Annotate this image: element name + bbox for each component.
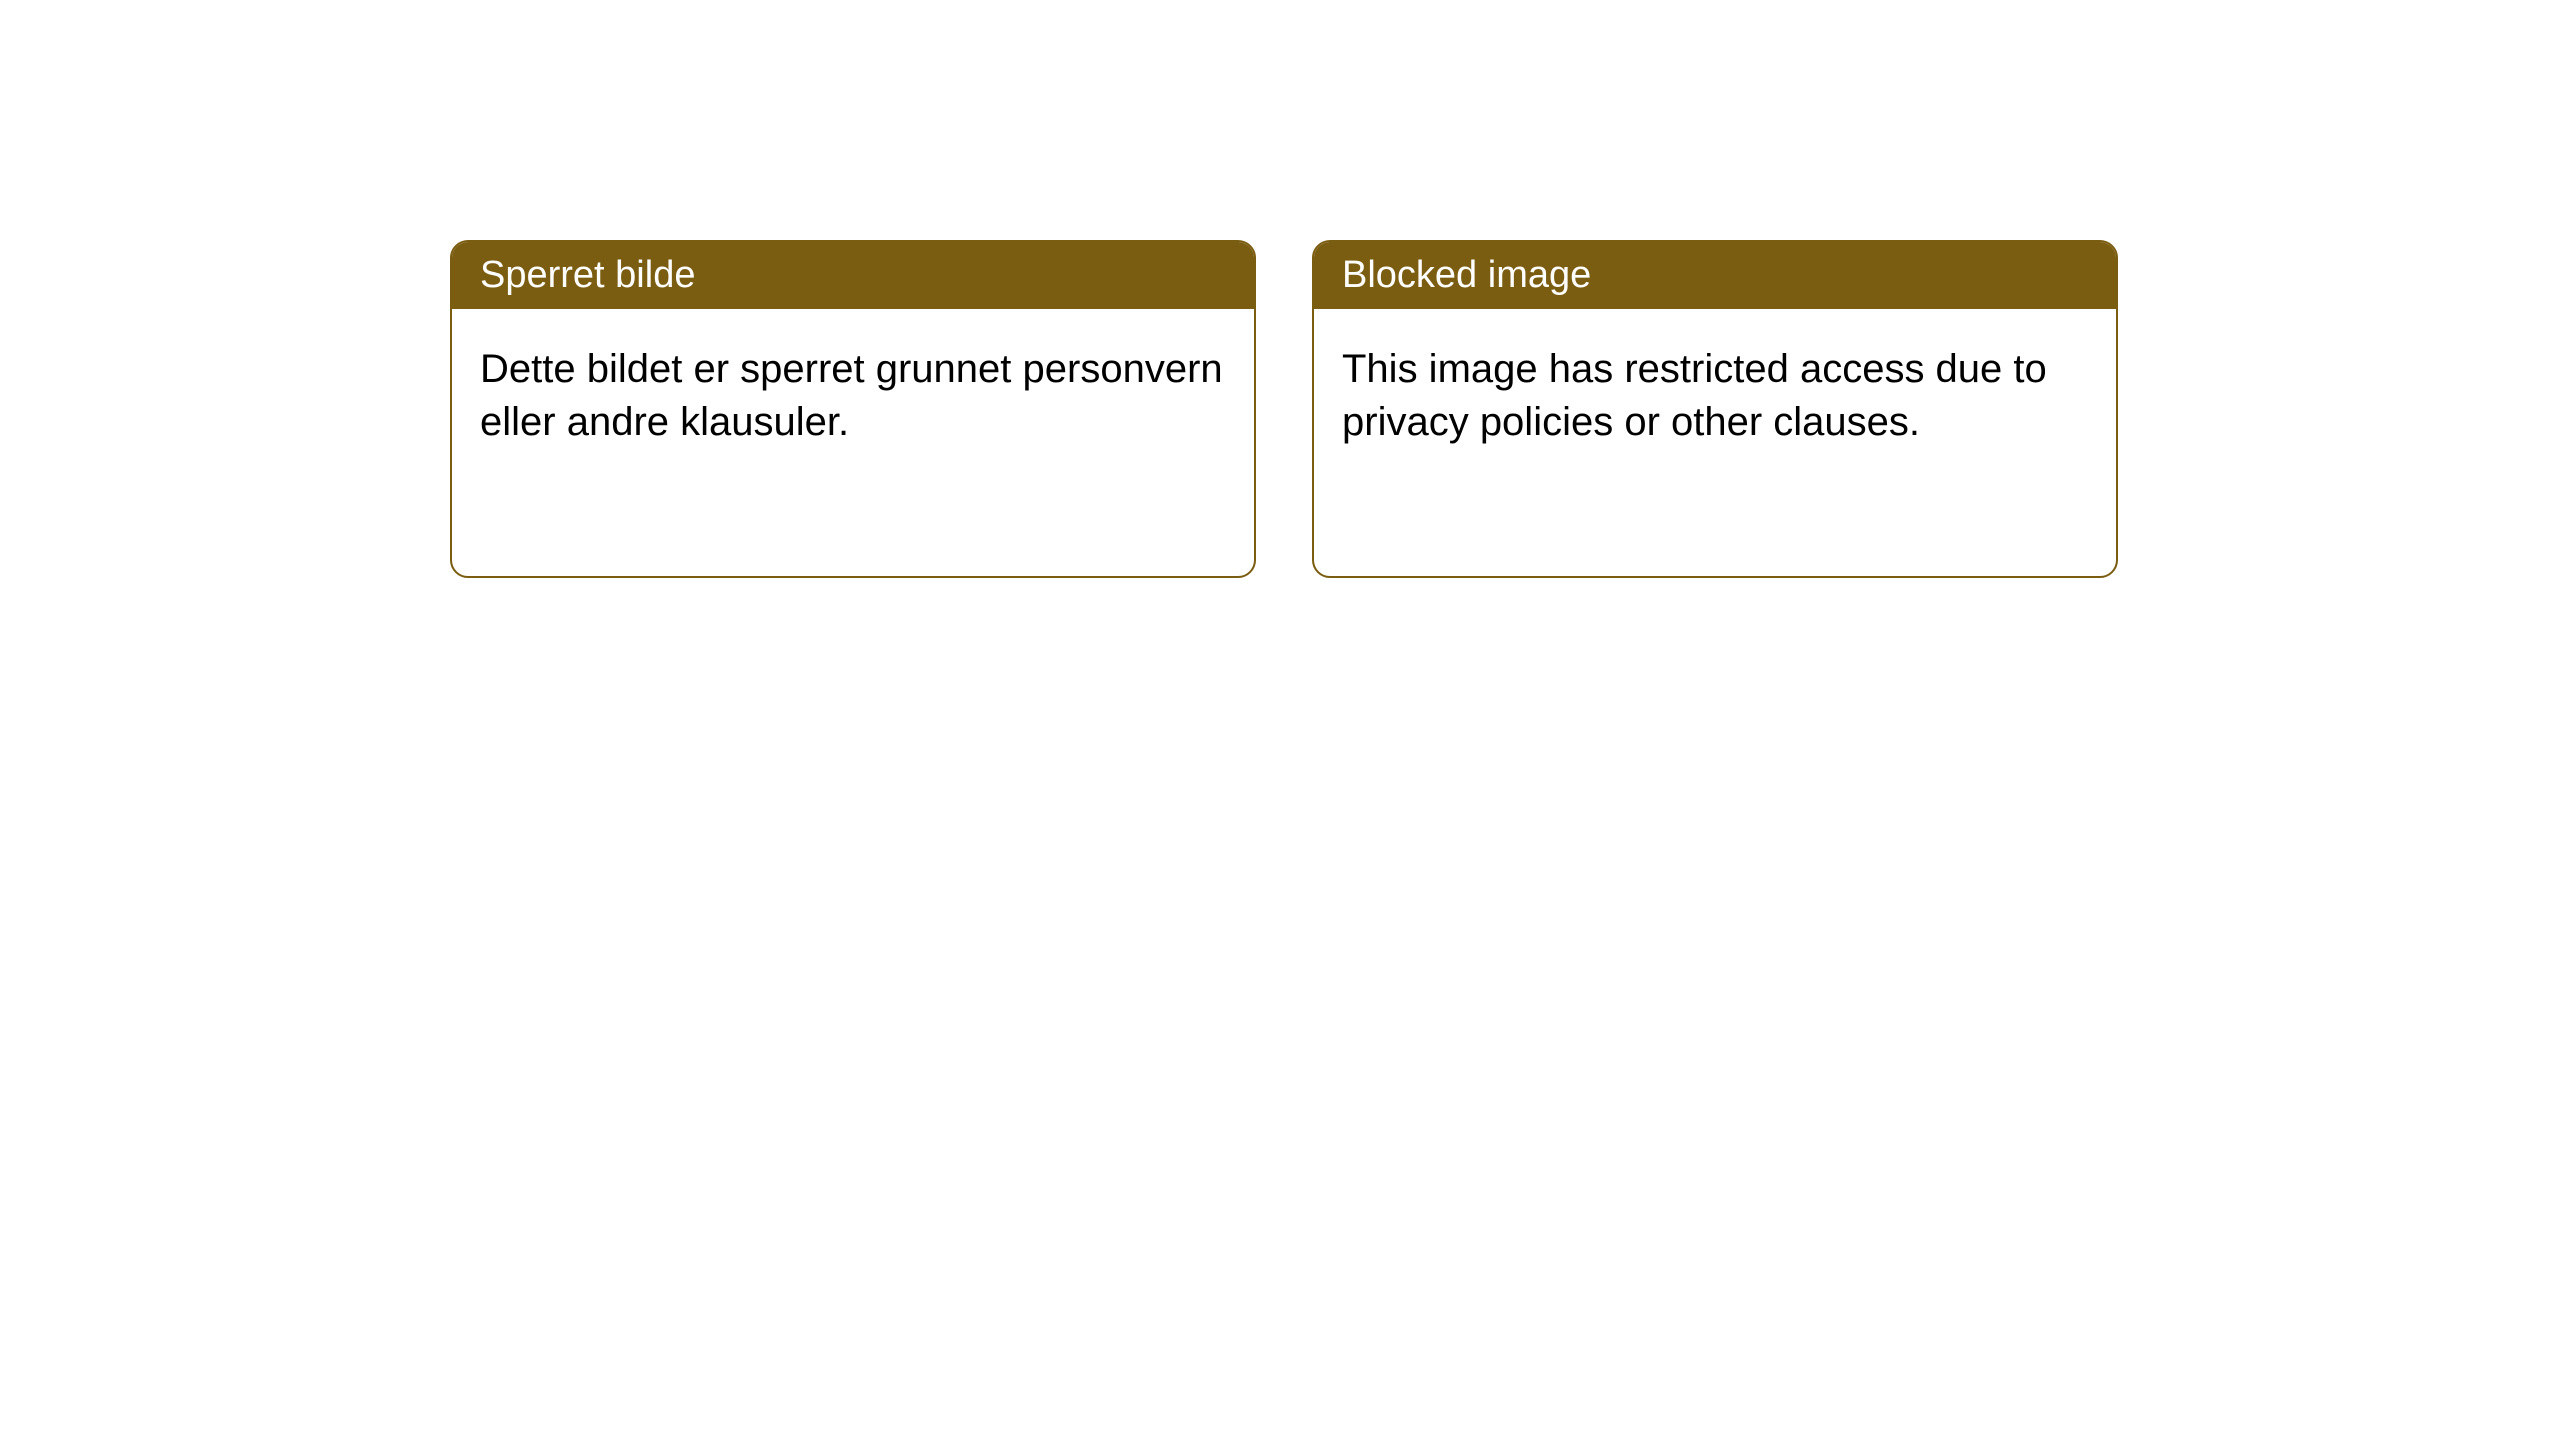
notice-header: Sperret bilde [452,242,1254,309]
notice-header: Blocked image [1314,242,2116,309]
notice-title: Sperret bilde [480,254,695,296]
notice-body-text: This image has restricted access due to … [1342,347,2047,444]
notice-title: Blocked image [1342,254,1591,296]
notice-card-norwegian: Sperret bilde Dette bildet er sperret gr… [450,240,1256,578]
notice-body: Dette bildet er sperret grunnet personve… [452,309,1254,483]
notice-card-english: Blocked image This image has restricted … [1312,240,2118,578]
notice-body: This image has restricted access due to … [1314,309,2116,483]
notice-container: Sperret bilde Dette bildet er sperret gr… [0,0,2560,578]
notice-body-text: Dette bildet er sperret grunnet personve… [480,347,1223,444]
